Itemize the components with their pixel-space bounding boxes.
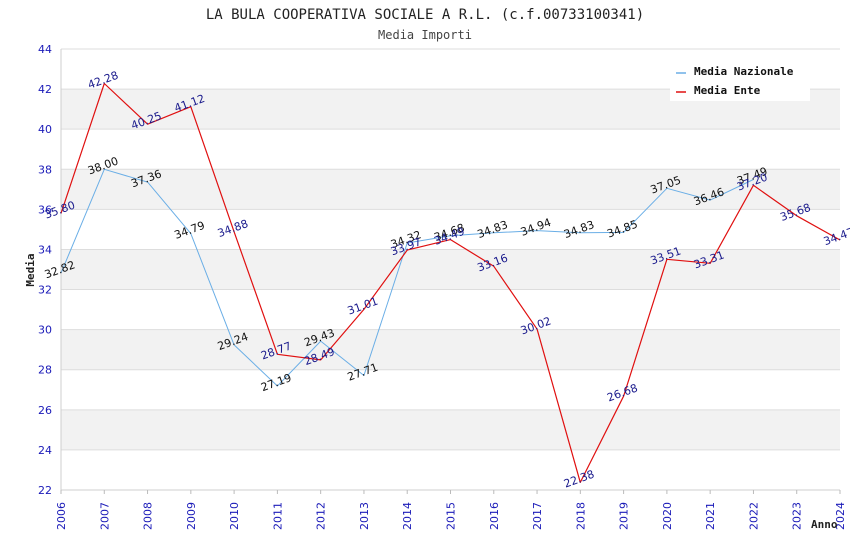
x-tick-label: 2016	[488, 502, 501, 530]
x-tick-label: 2018	[574, 502, 587, 530]
y-tick-label: 24	[38, 444, 52, 457]
x-tick-labels: 2006 2007 2008 2009 2010 2011 2012 2013 2014 2015…	[55, 490, 847, 530]
series-line-media-ente	[60, 82, 841, 483]
x-tick-label: 2009	[185, 502, 198, 530]
legend-label-media-nazionale: Media Nazionale	[694, 65, 794, 78]
x-tick-label: 2010	[228, 502, 241, 530]
data-label: 26.68	[605, 381, 639, 404]
x-tick-label: 2011	[271, 502, 284, 530]
y-tick-labels: 22 24 26 28 30 32 34 36 38 40 42 44	[38, 43, 52, 497]
data-label: 34.85	[605, 218, 639, 241]
data-label: 34.47	[822, 225, 850, 248]
x-tick-label: 2022	[747, 502, 760, 530]
x-tick-label: 2024	[834, 502, 847, 530]
x-tick-label: 2023	[791, 502, 804, 530]
grid-band	[61, 169, 840, 210]
x-tick-label: 2014	[401, 502, 414, 530]
series-line-media-nazionale	[60, 168, 754, 387]
x-tick-label: 2021	[704, 502, 717, 530]
data-label: 31.01	[346, 295, 380, 318]
x-tick-label: 2007	[98, 502, 111, 530]
y-tick-label: 36	[38, 203, 52, 216]
series-lines	[60, 82, 841, 483]
y-tick-label: 30	[38, 324, 52, 337]
y-tick-label: 32	[38, 284, 52, 297]
grid-bands	[61, 89, 840, 450]
x-tick-label: 2019	[618, 502, 631, 530]
y-tick-label: 38	[38, 163, 52, 176]
chart-subtitle: Media Importi	[378, 28, 472, 42]
y-tick-label: 34	[38, 243, 52, 256]
x-tick-label: 2015	[445, 502, 458, 530]
x-tick-label: 2008	[142, 502, 155, 530]
x-tick-label: 2013	[358, 502, 371, 530]
y-tick-label: 44	[38, 43, 52, 56]
data-label: 22.38	[562, 468, 596, 491]
data-label: 34.83	[476, 218, 510, 241]
grid-band	[61, 249, 840, 290]
chart-title: LA BULA COOPERATIVA SOCIALE A R.L. (c.f.…	[206, 7, 644, 23]
y-tick-label: 42	[38, 83, 52, 96]
data-label: 34.94	[519, 216, 553, 239]
legend-box	[670, 60, 810, 101]
x-tick-label: 2020	[661, 502, 674, 530]
x-tick-label: 2017	[531, 502, 544, 530]
y-tick-label: 40	[38, 123, 52, 136]
data-label: 34.83	[562, 218, 596, 241]
data-label: 34.79	[173, 219, 207, 242]
x-tick-label: 2012	[315, 502, 328, 530]
y-tick-label: 22	[38, 484, 52, 497]
x-tick-label: 2006	[55, 502, 68, 530]
legend-label-media-ente: Media Ente	[694, 84, 761, 97]
y-axis-label: Media	[24, 253, 37, 286]
x-axis-label: Anno	[811, 518, 838, 531]
grid-band	[61, 409, 840, 450]
data-label: 27.19	[259, 371, 293, 394]
grid-band	[61, 329, 840, 370]
data-label: 34.88	[216, 217, 250, 240]
y-tick-label: 26	[38, 404, 52, 417]
data-label: 35.80	[43, 199, 77, 222]
y-tick-label: 28	[38, 364, 52, 377]
grid-lines	[61, 48, 840, 491]
legend: Media Nazionale Media Ente	[670, 60, 810, 101]
